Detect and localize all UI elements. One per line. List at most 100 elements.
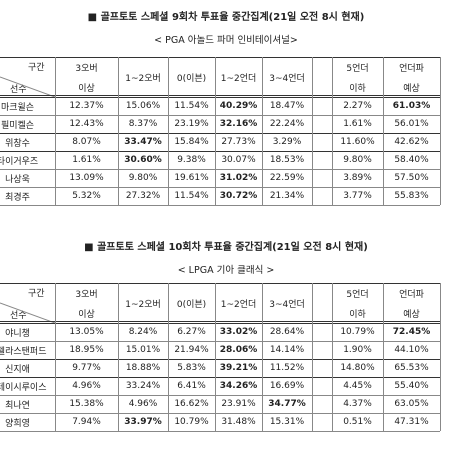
vote-rate: 32.16% [219, 119, 258, 129]
vote-rate: 33.47% [124, 137, 162, 147]
column-header: 이하 [349, 309, 366, 320]
row-line [0, 359, 440, 360]
vote-rate: 8.07% [72, 137, 101, 147]
vote-rate: 61.03% [392, 101, 431, 111]
vote-rate: 1.61% [72, 155, 101, 165]
vote-rate: 12.43% [69, 119, 104, 129]
vote-rate: 1.90% [343, 345, 372, 355]
vote-rate: 7.94% [72, 417, 101, 427]
column-header: 1~2오버 [125, 73, 161, 84]
vote-rate: 4.96% [72, 381, 101, 391]
column-header: 이상 [78, 309, 95, 320]
vote-rate: 28.64% [269, 327, 305, 337]
vote-rate: 9.77% [72, 363, 101, 373]
vote-rate: 10.79% [340, 327, 375, 337]
vote-rate: 8.37% [128, 119, 158, 129]
vote-rate: 12.37% [69, 101, 104, 111]
vote-rate: 16.62% [174, 399, 209, 409]
vote-rate: 4.45% [343, 381, 372, 391]
vote-rate: 16.69% [269, 381, 305, 391]
vote-rate: 19.61% [174, 173, 209, 183]
column-header: 언더파 [399, 289, 424, 300]
vote-rate: 44.10% [394, 345, 429, 355]
vote-rate: 9.38% [177, 155, 206, 165]
column-header: 3오버 [75, 63, 98, 74]
player-name: 나상욱 [5, 174, 30, 185]
column-header: 0(이븐) [176, 299, 207, 310]
player-name: 마크윌슨 [0, 102, 35, 113]
vote-rate: 30.72% [219, 191, 258, 201]
corner-top: 구간 [28, 63, 45, 73]
column-line [55, 57, 56, 205]
section-title: ■ 골프토토 스페셜 10회차 투표율 중간집계(21일 오전 8시 현재) [84, 242, 368, 253]
vote-rate: 1.61% [343, 119, 372, 129]
column-header: 5언더 [346, 289, 369, 300]
column-line [118, 283, 119, 431]
vote-rate: 0.51% [343, 417, 372, 427]
corner-diagonal [0, 76, 55, 97]
corner-top: 구간 [28, 289, 45, 299]
player-name: 스테이시루이스 [0, 382, 47, 393]
vote-rate: 9.80% [343, 155, 372, 165]
vote-rate: 6.27% [177, 327, 206, 337]
player-name: 야니챙 [5, 328, 30, 339]
row-line [0, 187, 440, 188]
column-header: 예상 [403, 309, 420, 320]
vote-rate: 5.83% [177, 363, 206, 373]
column-header: 3~4언더 [269, 299, 305, 310]
vote-rate: 30.60% [124, 155, 162, 165]
vote-rate: 6.41% [177, 381, 206, 391]
player-name: 최경주 [5, 192, 30, 203]
vote-rate: 21.94% [174, 345, 209, 355]
vote-rate: 18.53% [269, 155, 305, 165]
vote-rate: 33.02% [219, 327, 258, 337]
vote-rate: 15.31% [269, 417, 305, 427]
column-line [55, 283, 56, 431]
column-line [440, 57, 441, 205]
row-line [0, 169, 440, 170]
column-line [383, 283, 384, 431]
row-line [0, 133, 440, 134]
column-line [118, 57, 119, 205]
column-header: 언더파 [399, 63, 424, 74]
vote-rate: 27.73% [221, 137, 256, 147]
column-header: 1~2언더 [220, 73, 257, 84]
column-header: 3오버 [75, 289, 98, 300]
row-line [0, 205, 440, 206]
vote-rate: 22.24% [269, 119, 305, 129]
vote-rate: 72.45% [392, 327, 431, 337]
vote-rate: 30.07% [221, 155, 256, 165]
column-header: 예상 [403, 83, 420, 94]
vote-rate: 23.91% [221, 399, 256, 409]
vote-rate: 34.26% [219, 381, 258, 391]
column-line [332, 57, 333, 205]
vote-rate: 33.97% [124, 417, 162, 427]
vote-rate: 3.77% [343, 191, 372, 201]
row-line [0, 395, 440, 396]
row-line [0, 151, 440, 152]
vote-rate: 4.37% [343, 399, 372, 409]
column-line [215, 283, 216, 431]
header-line [0, 321, 440, 322]
vote-rate: 33.24% [125, 381, 161, 391]
row-line [0, 377, 440, 378]
vote-rate: 11.52% [269, 363, 305, 373]
column-header: 이하 [349, 83, 366, 94]
vote-rate: 11.54% [174, 191, 209, 201]
vote-rate: 22.59% [269, 173, 305, 183]
row-line [0, 413, 440, 414]
column-header: 0(이븐) [176, 73, 207, 84]
column-line [262, 57, 263, 205]
table-top-line [0, 57, 440, 58]
vote-rate: 58.40% [394, 155, 429, 165]
column-line [168, 57, 169, 205]
corner-diagonal [0, 302, 55, 323]
vote-rate: 2.27% [343, 101, 372, 111]
vote-rate: 4.96% [128, 399, 158, 409]
vote-rate: 9.80% [128, 173, 158, 183]
vote-rate: 11.54% [174, 101, 209, 111]
vote-rate: 15.84% [174, 137, 209, 147]
vote-rate: 13.09% [69, 173, 104, 183]
column-header: 3~4언더 [269, 73, 305, 84]
